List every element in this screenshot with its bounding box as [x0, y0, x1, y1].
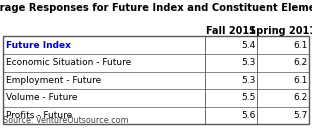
Text: 6.2: 6.2 — [293, 58, 307, 67]
Text: 6.1: 6.1 — [293, 41, 307, 50]
Text: Future Index: Future Index — [6, 41, 71, 50]
Text: 5.4: 5.4 — [241, 41, 255, 50]
Text: 5.5: 5.5 — [241, 93, 255, 102]
Text: Volume - Future: Volume - Future — [6, 93, 77, 102]
Text: Profits - Future: Profits - Future — [6, 111, 72, 120]
Text: 5.3: 5.3 — [241, 58, 255, 67]
Text: Economic Situation - Future: Economic Situation - Future — [6, 58, 131, 67]
Text: 6.2: 6.2 — [293, 93, 307, 102]
Text: Fall 2011: Fall 2011 — [206, 26, 256, 36]
Text: 5.3: 5.3 — [241, 76, 255, 85]
Text: 5.7: 5.7 — [293, 111, 307, 120]
Text: Employment - Future: Employment - Future — [6, 76, 101, 85]
Text: Source: VentureOutsource.com: Source: VentureOutsource.com — [3, 116, 129, 125]
Text: Average Responses for Future Index and Constituent Elements: Average Responses for Future Index and C… — [0, 3, 312, 13]
Text: Spring 2011: Spring 2011 — [249, 26, 312, 36]
Text: 6.1: 6.1 — [293, 76, 307, 85]
Text: 5.6: 5.6 — [241, 111, 255, 120]
